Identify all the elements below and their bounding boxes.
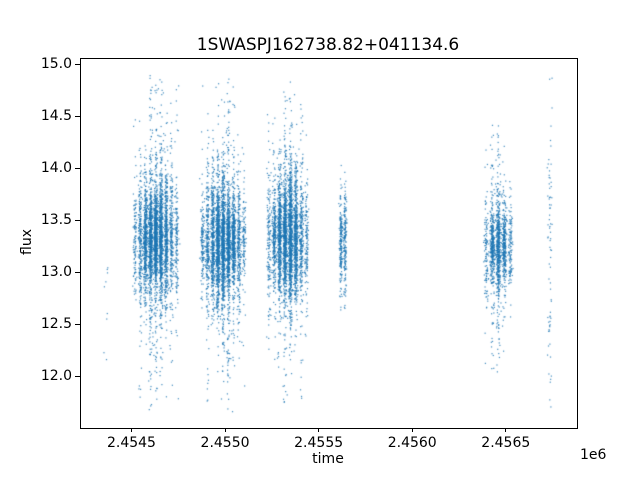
x-tick-label: 2.4555 — [294, 435, 344, 451]
x-tick-mark — [224, 428, 226, 432]
x-tick-mark — [411, 428, 413, 432]
x-tick-mark — [318, 428, 320, 432]
y-tick-mark — [75, 219, 80, 221]
y-tick-mark — [75, 63, 80, 65]
y-tick-label: 14.0 — [40, 160, 72, 177]
y-tick-mark — [75, 167, 80, 169]
x-tick-label: 2.4560 — [387, 435, 437, 451]
y-tick-label: 15.0 — [40, 56, 72, 73]
scatter-points-canvas — [81, 59, 577, 428]
y-tick-label: 12.0 — [40, 368, 72, 385]
x-tick-mark — [130, 428, 132, 432]
chart-title: 1SWASPJ162738.82+041134.6 — [196, 35, 460, 55]
x-tick-label: 2.4550 — [200, 435, 250, 451]
x-tick-label: 2.4545 — [106, 435, 156, 451]
y-axis-label-text: flux — [19, 229, 35, 255]
plot-area — [80, 58, 578, 429]
y-tick-mark — [75, 115, 80, 117]
y-tick-mark — [75, 323, 80, 325]
x-tick-mark — [505, 428, 507, 432]
y-tick-label: 14.5 — [40, 108, 72, 125]
x-axis-offset-label: 1e6 — [580, 447, 607, 463]
x-tick-label: 2.4565 — [481, 435, 531, 451]
y-tick-label: 13.5 — [40, 212, 72, 229]
y-tick-mark — [75, 375, 80, 377]
x-axis-label: time — [312, 451, 344, 467]
y-tick-label: 13.0 — [40, 264, 72, 281]
y-tick-mark — [75, 271, 80, 273]
y-tick-label: 12.5 — [40, 316, 72, 333]
